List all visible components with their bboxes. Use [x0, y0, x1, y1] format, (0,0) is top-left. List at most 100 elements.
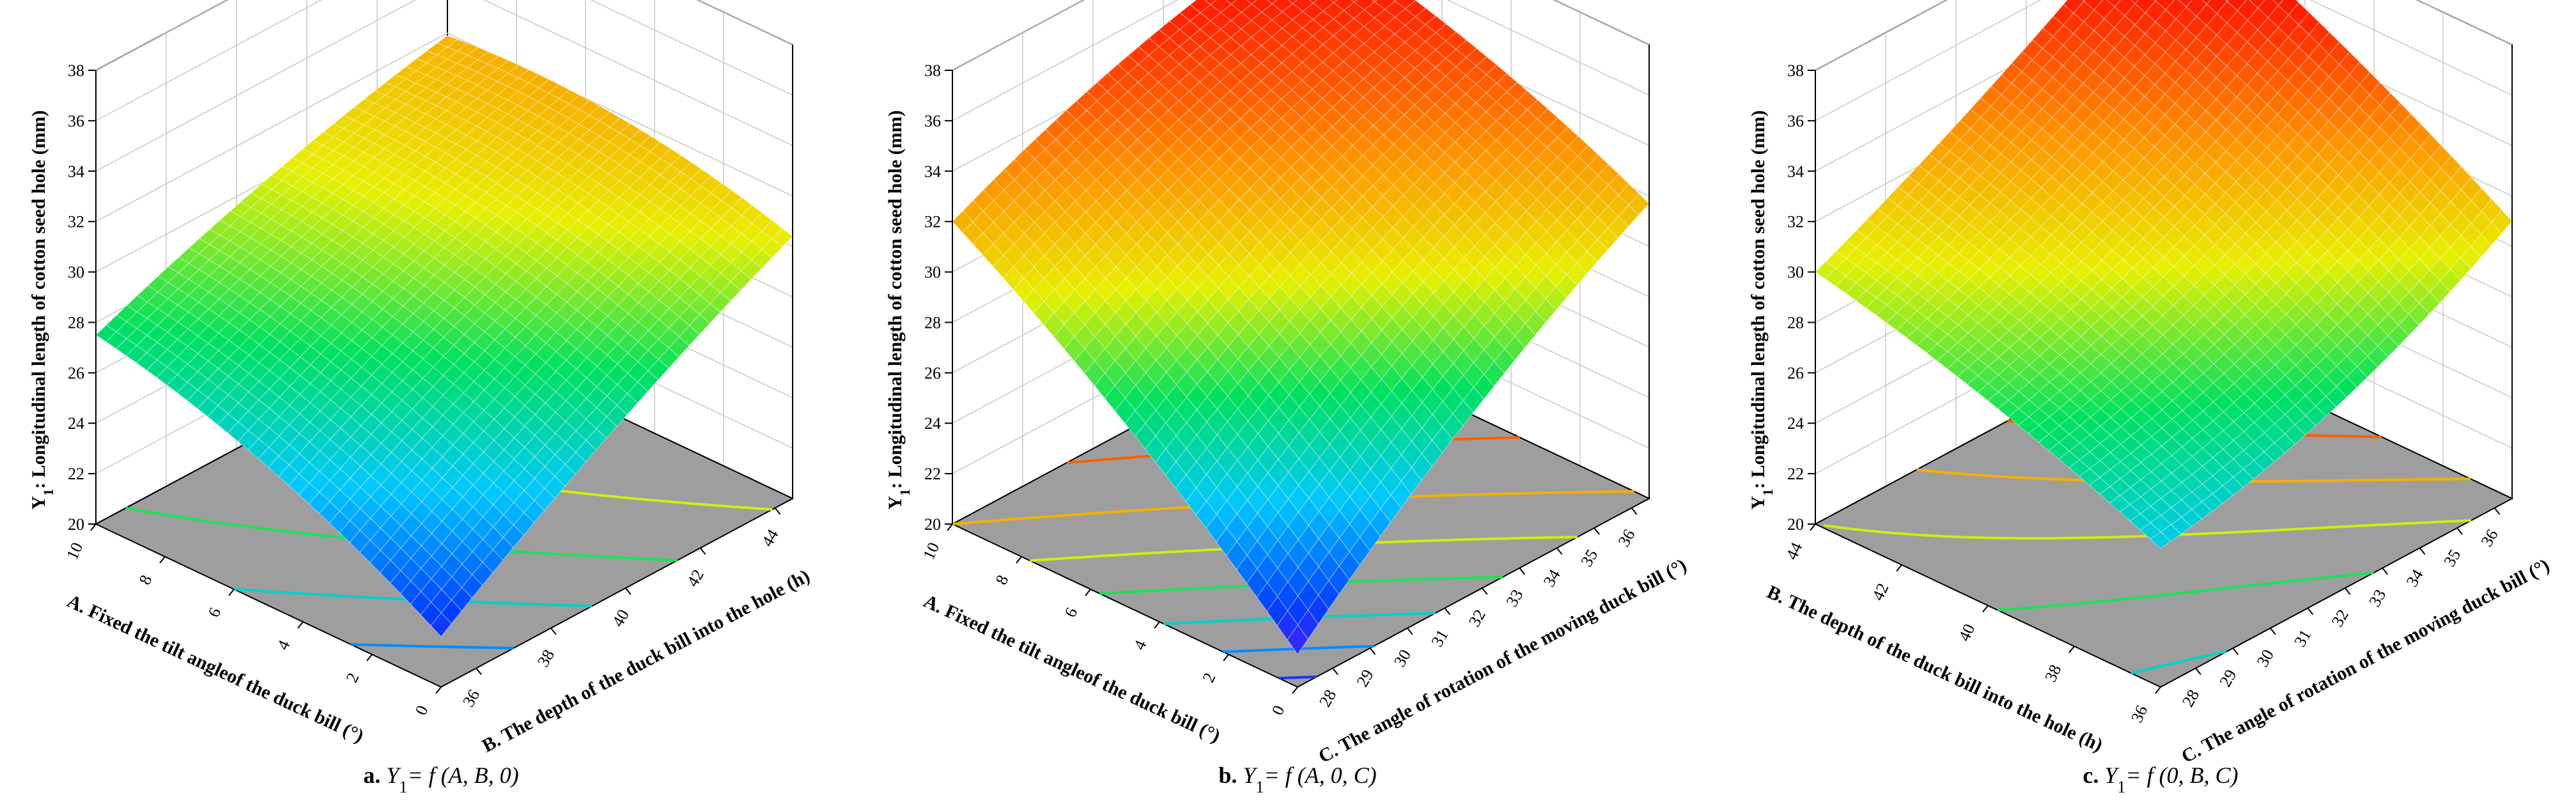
z-axis: 20 22 24 26 28 30 32 34 36 38 Y1: Longitudinal len…: [28, 61, 96, 534]
contour-line: [2130, 650, 2227, 675]
z-axis-label-rest: : Longitudinal length of cotton seed hol…: [1748, 110, 1769, 489]
surface-facet: [1351, 0, 1358, 3]
contour-line: [350, 643, 514, 649]
z-tick-label: 22: [924, 465, 941, 483]
z-tick-label: 20: [68, 515, 84, 534]
x-tick-label: 2: [343, 670, 363, 685]
z-tick-label: 24: [68, 414, 84, 433]
z-axis: 20 22 24 26 28 30 32 34 36 38 Y1: Longitudinal len…: [885, 61, 952, 534]
y-tick-mark: [1556, 547, 1563, 555]
surface-facet: [1287, 624, 1308, 655]
y-tick-label: 30: [2253, 646, 2277, 670]
z-axis-label-rest: : Longitudinal length of cotton seed hol…: [28, 110, 49, 489]
response-surface: [95, 35, 793, 637]
y-tick-label: 42: [683, 566, 708, 590]
y-tick-mark: [699, 547, 706, 555]
y-tick-label: 28: [2178, 686, 2203, 710]
x-tick-mark: [159, 556, 166, 564]
y-tick-mark: [2270, 628, 2276, 635]
caption-rest: = f (A, B, 0): [407, 762, 518, 788]
x-tick-label: 4: [1130, 637, 1151, 653]
y-tick-label: 36: [2478, 526, 2502, 550]
x-tick-mark: [228, 589, 235, 596]
wall-gridline: [1815, 0, 2513, 71]
y-tick-label: 40: [609, 607, 633, 630]
z-tick-label: 20: [924, 515, 941, 534]
x-tick-label: 0: [412, 702, 432, 718]
x-tick-label: 0: [1268, 702, 1289, 718]
z-tick-label: 38: [1787, 61, 1804, 80]
y-tick-mark: [2419, 547, 2426, 555]
x-tick-mark: [1810, 523, 1816, 531]
wall-gridline: [95, 0, 793, 172]
z-tick-label: 26: [68, 364, 84, 382]
x-tick-label: 10: [919, 539, 943, 562]
z-tick-label: 28: [1787, 313, 1804, 332]
y-tick-mark: [2344, 587, 2351, 595]
x-tick-mark: [1154, 621, 1160, 629]
z-axis-label-rest: : Longitudinal length of cotton seed hol…: [885, 110, 906, 489]
surface-facet: [2130, 0, 2139, 4]
surface-facet: [2272, 0, 2283, 6]
surface-facet: [1204, 0, 1217, 5]
x-tick-mark: [297, 621, 304, 629]
z-tick-label: 34: [924, 162, 941, 181]
y-tick-label: 31: [2290, 626, 2315, 650]
z-tick-label: 30: [1787, 263, 1804, 282]
y-tick-label: 38: [534, 646, 558, 670]
surface-facet: [1308, 0, 1318, 4]
x-tick-label: 6: [205, 605, 225, 620]
y-tick-label: 44: [758, 526, 782, 550]
y-tick-label: 36: [1615, 526, 1639, 550]
y-tick-mark: [476, 667, 482, 676]
surface-facet: [2201, 0, 2211, 5]
caption-letter: a.: [363, 762, 386, 788]
panel-caption: a. Y1= f (A, B, 0): [363, 762, 518, 796]
y-tick-label: 33: [1502, 586, 1526, 610]
y-tick-label: 33: [2365, 586, 2389, 610]
y-tick-mark: [550, 628, 557, 635]
x-tick-mark: [435, 686, 442, 694]
x-tick-mark: [366, 654, 373, 661]
z-tick-label: 36: [1787, 112, 1804, 130]
caption-y: Y: [1243, 762, 1258, 788]
x-tick-mark: [1982, 605, 1989, 613]
x-tick-mark: [1085, 589, 1091, 596]
y-tick-label: 34: [1540, 566, 1564, 590]
surface-facet: [1372, 0, 1377, 3]
wall-gridline: [1815, 0, 2513, 172]
caption-sub: 1: [2117, 778, 2125, 796]
response-surface: [952, 0, 1650, 655]
surface-facet: [430, 612, 452, 637]
y-tick-mark: [2494, 507, 2501, 515]
y-tick-label: 28: [1315, 686, 1340, 710]
x-tick-label: 2: [1199, 670, 1220, 685]
y-tick-label: 35: [1577, 546, 1601, 570]
y-tick-label: 31: [1427, 626, 1452, 650]
wall-gridline: [1815, 0, 2513, 121]
y-tick-mark: [1369, 647, 1376, 655]
z-tick-label: 36: [68, 112, 84, 130]
y-tick-label: 29: [1353, 667, 1377, 690]
z-axis-label-y: Y: [1748, 496, 1769, 510]
y-tick-label: 36: [459, 686, 483, 710]
x-tick-mark: [2155, 686, 2161, 694]
y-tick-mark: [625, 587, 632, 595]
y-tick-mark: [1594, 527, 1600, 535]
x-tick-label: 4: [274, 637, 294, 653]
wall-gridline: [95, 0, 793, 121]
caption-rest: = f (A, 0, C): [1264, 762, 1376, 788]
z-tick-label: 28: [68, 313, 84, 332]
z-tick-label: 24: [1787, 414, 1804, 433]
z-tick-label: 34: [68, 162, 84, 181]
z-tick-label: 22: [1787, 465, 1804, 483]
wall-gridline: [952, 0, 1650, 121]
caption-letter: b.: [1218, 762, 1243, 788]
z-tick-label: 20: [1787, 515, 1804, 534]
contour-line: [1824, 519, 2471, 540]
response-surface: [1815, 0, 2513, 549]
y-tick-mark: [774, 507, 781, 515]
z-axis-label-y: Y: [885, 496, 906, 510]
y-tick-mark: [1444, 607, 1451, 615]
